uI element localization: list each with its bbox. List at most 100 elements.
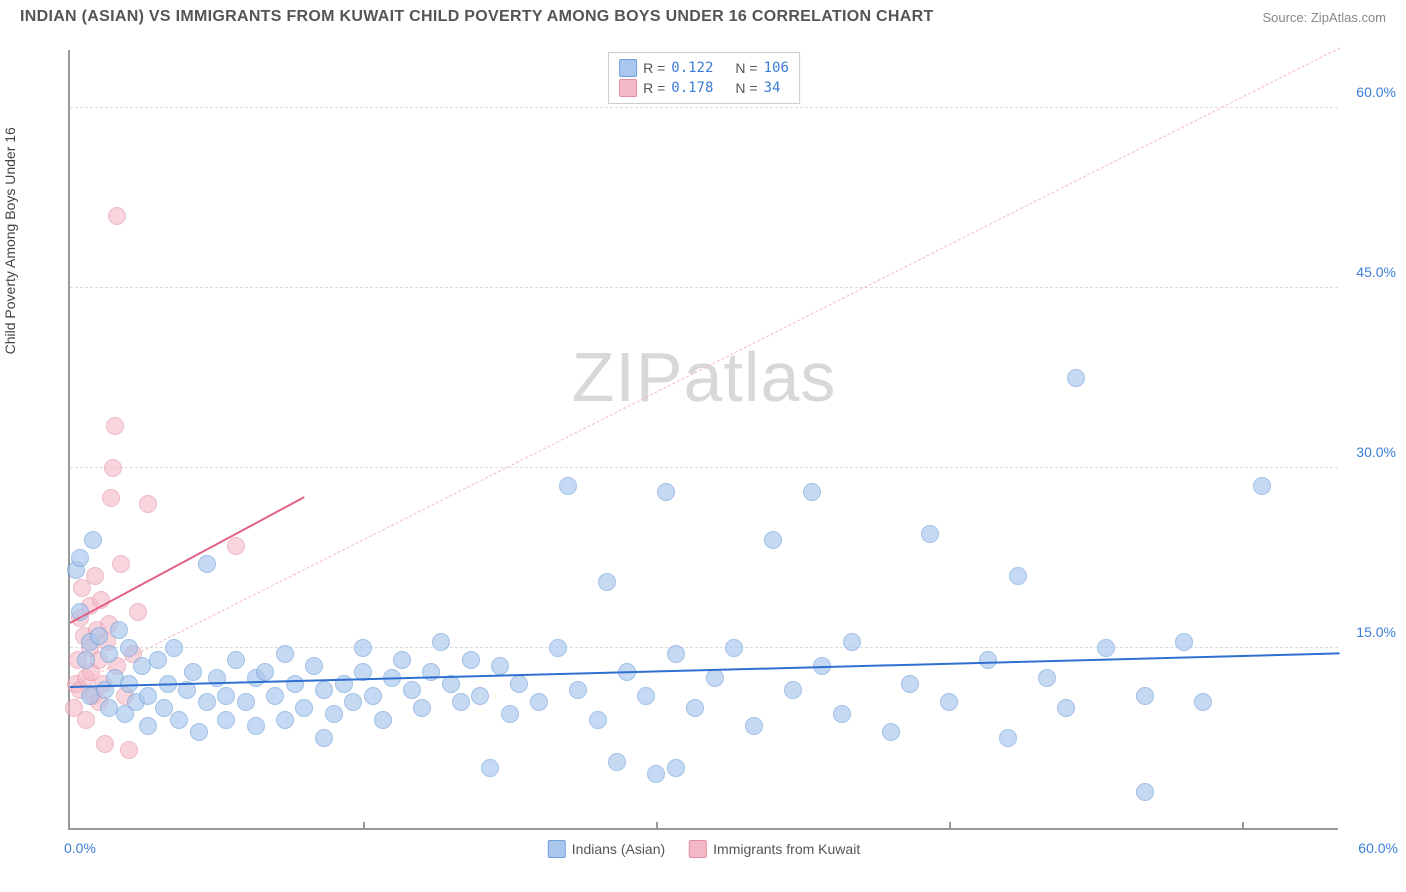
data-point-pink: [108, 207, 126, 225]
data-point-blue: [921, 525, 939, 543]
plot-area: ZIPatlas R =0.122N =106R =0.178N = 34 In…: [68, 50, 1338, 830]
data-point-blue: [110, 621, 128, 639]
data-point-blue: [491, 657, 509, 675]
data-point-blue: [647, 765, 665, 783]
legend-r-value: 0.178: [671, 80, 713, 96]
data-point-blue: [1009, 567, 1027, 585]
data-point-pink: [106, 417, 124, 435]
data-point-blue: [100, 645, 118, 663]
data-point-blue: [1067, 369, 1085, 387]
data-point-blue: [657, 483, 675, 501]
data-point-blue: [608, 753, 626, 771]
data-point-blue: [364, 687, 382, 705]
data-point-blue: [77, 651, 95, 669]
data-point-blue: [462, 651, 480, 669]
correlation-legend: R = 0.122 N = 106 R = 0.178 N = 34: [608, 52, 800, 104]
gridline-v: [949, 822, 951, 830]
data-point-blue: [559, 477, 577, 495]
data-point-blue: [598, 573, 616, 591]
data-point-blue: [393, 651, 411, 669]
gridline-v: [1242, 822, 1244, 830]
data-point-blue: [843, 633, 861, 651]
data-point-blue: [217, 687, 235, 705]
legend-n-value: 34: [764, 80, 781, 96]
data-point-blue: [979, 651, 997, 669]
gridline-h: [70, 467, 1338, 468]
trend-line: [70, 47, 1340, 687]
data-point-blue: [1136, 687, 1154, 705]
data-point-blue: [501, 705, 519, 723]
x-tick-label: 0.0%: [64, 840, 96, 856]
data-point-blue: [882, 723, 900, 741]
data-point-blue: [276, 645, 294, 663]
data-point-blue: [149, 651, 167, 669]
data-point-blue: [305, 657, 323, 675]
chart-title: INDIAN (ASIAN) VS IMMIGRANTS FROM KUWAIT…: [20, 8, 934, 26]
data-point-blue: [530, 693, 548, 711]
series-legend: Indians (Asian)Immigrants from Kuwait: [548, 840, 860, 858]
data-point-blue: [237, 693, 255, 711]
gridline-h: [70, 647, 1338, 648]
data-point-blue: [276, 711, 294, 729]
legend-swatch: [689, 840, 707, 858]
data-point-pink: [86, 567, 104, 585]
data-point-blue: [403, 681, 421, 699]
legend-n-label: N =: [735, 60, 757, 76]
legend-r-label: R =: [643, 60, 665, 76]
data-point-blue: [432, 633, 450, 651]
legend-swatch: [548, 840, 566, 858]
data-point-blue: [266, 687, 284, 705]
x-tick-label: 60.0%: [1358, 840, 1398, 856]
data-point-pink: [120, 741, 138, 759]
legend-item: Indians (Asian): [548, 840, 665, 858]
y-axis-label: Child Poverty Among Boys Under 16: [2, 127, 18, 354]
data-point-pink: [139, 495, 157, 513]
legend-row: R = 0.122 N = 106: [619, 59, 789, 77]
data-point-blue: [155, 699, 173, 717]
data-point-blue: [170, 711, 188, 729]
data-point-blue: [90, 627, 108, 645]
gridline-h: [70, 107, 1338, 108]
data-point-blue: [481, 759, 499, 777]
data-point-blue: [589, 711, 607, 729]
data-point-blue: [354, 639, 372, 657]
data-point-blue: [374, 711, 392, 729]
data-point-blue: [784, 681, 802, 699]
data-point-pink: [227, 537, 245, 555]
data-point-pink: [104, 459, 122, 477]
data-point-blue: [549, 639, 567, 657]
data-point-blue: [325, 705, 343, 723]
legend-n-label: N =: [735, 80, 757, 96]
gridline-v: [363, 822, 365, 830]
legend-label: Indians (Asian): [572, 841, 665, 857]
data-point-blue: [344, 693, 362, 711]
data-point-blue: [1253, 477, 1271, 495]
data-point-blue: [217, 711, 235, 729]
data-point-blue: [833, 705, 851, 723]
trend-line: [70, 496, 305, 624]
data-point-blue: [471, 687, 489, 705]
data-point-blue: [745, 717, 763, 735]
data-point-blue: [452, 693, 470, 711]
chart-wrap: Child Poverty Among Boys Under 16 ZIPatl…: [20, 40, 1386, 880]
legend-n-value: 106: [764, 60, 789, 76]
data-point-blue: [803, 483, 821, 501]
data-point-blue: [286, 675, 304, 693]
data-point-blue: [315, 729, 333, 747]
data-point-blue: [706, 669, 724, 687]
data-point-pink: [77, 711, 95, 729]
data-point-blue: [315, 681, 333, 699]
data-point-pink: [112, 555, 130, 573]
data-point-blue: [190, 723, 208, 741]
legend-row: R = 0.178 N = 34: [619, 79, 789, 97]
data-point-blue: [71, 549, 89, 567]
data-point-blue: [1038, 669, 1056, 687]
legend-swatch: [619, 59, 637, 77]
data-point-blue: [256, 663, 274, 681]
legend-r-value: 0.122: [671, 60, 713, 76]
source-label: Source: ZipAtlas.com: [1262, 10, 1386, 25]
watermark: ZIPatlas: [572, 337, 837, 417]
data-point-pink: [129, 603, 147, 621]
legend-r-label: R =: [643, 80, 665, 96]
legend-swatch: [619, 79, 637, 97]
